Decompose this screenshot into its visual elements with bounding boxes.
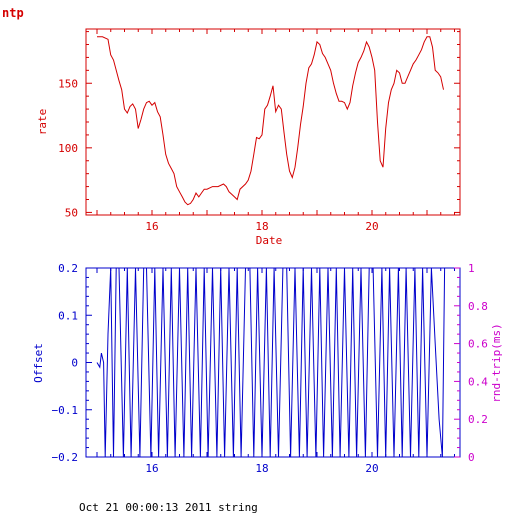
rnd-trip-y-tick-label: 0.8 xyxy=(468,300,488,313)
rnd-trip-y-axis-label: rnd-trip(ms) xyxy=(490,323,503,402)
timestamp-footer: Oct 21 00:00:13 2011 string xyxy=(79,501,258,514)
rate-y-ticks: 50 100 150 xyxy=(58,31,460,219)
rate-plot-frame xyxy=(85,28,461,216)
offset-x-tick-label: 18 xyxy=(255,462,268,475)
rate-x-tick-label: 16 xyxy=(145,220,158,233)
offset-y-tick-label: 0.2 xyxy=(58,262,78,275)
offset-chart: 16 18 20 −0.2 −0.1 0 0.1 0.2 0 0.2 0.4 0.6 0.8 1 Of… xyxy=(32,262,503,475)
offset-y-tick-label: 0 xyxy=(71,357,78,370)
rnd-trip-y-tick-label: 0.4 xyxy=(468,375,488,388)
offset-y-tick-label: 0.1 xyxy=(58,309,78,322)
rnd-trip-y-tick-label: 1 xyxy=(468,262,475,275)
rnd-trip-y-tick-label: 0.6 xyxy=(468,338,488,351)
offset-x-tick-label: 20 xyxy=(365,462,378,475)
offset-series-line xyxy=(96,267,446,458)
offset-y-tick-label: −0.1 xyxy=(52,404,79,417)
rnd-trip-y-ticks: 0 0.2 0.4 0.6 0.8 1 xyxy=(454,262,488,464)
rate-series-line xyxy=(97,36,444,206)
offset-x-tick-label: 16 xyxy=(145,462,158,475)
rate-y-tick-label: 100 xyxy=(58,142,78,155)
rate-y-tick-label: 150 xyxy=(58,77,78,90)
page-title: ntp xyxy=(2,6,24,20)
rate-x-tick-label: 20 xyxy=(365,220,378,233)
rate-y-axis-label: rate xyxy=(36,109,49,136)
rate-y-tick-label: 50 xyxy=(65,206,78,219)
rnd-trip-y-tick-label: 0 xyxy=(468,451,475,464)
rate-chart: 16 18 20 50 100 150 Date rate xyxy=(36,28,461,247)
rnd-trip-y-tick-label: 0.2 xyxy=(468,413,488,426)
rate-x-axis-label: Date xyxy=(256,234,283,247)
offset-x-ticks: 16 18 20 xyxy=(96,268,455,475)
rate-x-ticks: 16 18 20 xyxy=(96,29,455,233)
offset-y-tick-label: −0.2 xyxy=(52,451,79,464)
offset-y-axis-label: Offset xyxy=(32,343,45,383)
offset-y-ticks: −0.2 −0.1 0 0.1 0.2 xyxy=(52,262,92,464)
rate-x-tick-label: 18 xyxy=(255,220,268,233)
